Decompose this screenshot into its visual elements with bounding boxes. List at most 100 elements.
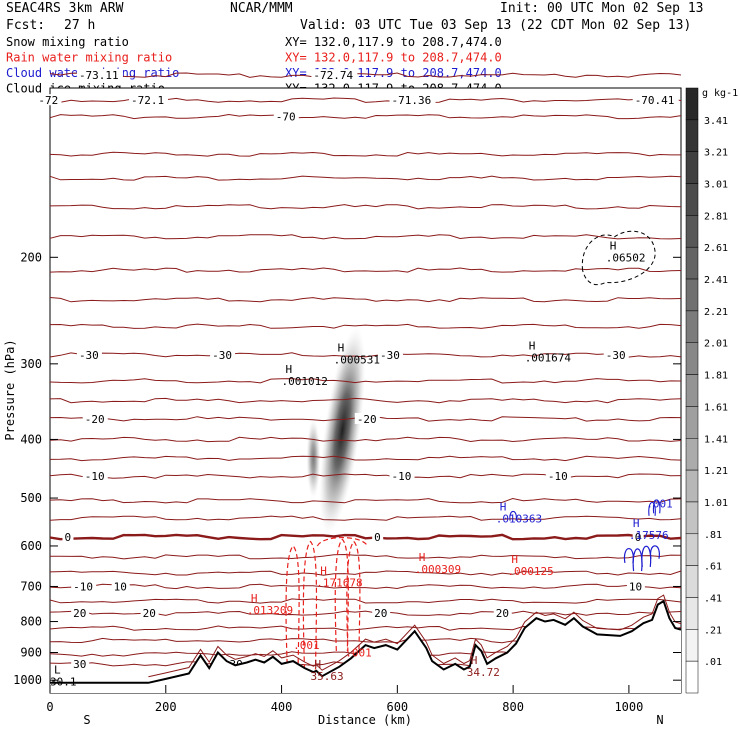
colorbar-label: .41	[704, 593, 722, 604]
isotherm-label: -20	[357, 413, 377, 426]
isotherm-label-bg	[389, 470, 415, 482]
extremum-marker: H	[338, 341, 345, 354]
colorbar: 3.41 3.21 3.01 2.81 2.61 2.41 2.21 2.01 1.81 1.61…	[685, 87, 728, 694]
colorbar-label: 1.21	[704, 466, 728, 477]
rain-contours	[285, 537, 368, 670]
field-name: Rain water mixing ratio	[6, 51, 172, 65]
isotherm-label: 20	[143, 607, 156, 620]
isotherm-label: 20	[73, 607, 86, 620]
isotherm-line	[49, 583, 682, 590]
extremum-value: 35.63	[311, 670, 344, 683]
isotherm-line	[49, 151, 681, 157]
extremum-marker: L	[54, 663, 61, 676]
isotherm-line	[49, 533, 682, 541]
colorbar-cell	[685, 151, 699, 184]
isotherm-label-bg	[76, 69, 123, 81]
rain-contour	[285, 545, 300, 664]
isotherm-label-bg	[227, 657, 246, 669]
isotherm-label-bg	[140, 607, 159, 619]
isotherm-line	[50, 553, 682, 560]
extremum-marker: H	[286, 363, 293, 376]
extremum-value: .001	[293, 639, 320, 652]
colorbar-cell	[685, 406, 699, 439]
extremum-value: 30.1	[50, 675, 77, 688]
x-end-label-north: N	[656, 713, 663, 727]
isotherm-label-bg	[71, 607, 90, 619]
x-tick-label: 400	[271, 700, 293, 714]
valid-time: Valid: 03 UTC Tue 03 Sep 13 (22 CDT Mon …	[300, 18, 691, 33]
extremum-marker: H	[315, 658, 322, 671]
extremum-marker: H	[471, 654, 478, 667]
colorbar-label: 2.61	[704, 243, 728, 254]
isotherm-line	[49, 497, 682, 504]
isotherm-line	[49, 234, 682, 240]
isotherm-label-bg	[210, 348, 236, 360]
y-tick-label: 400	[20, 432, 42, 446]
colorbar-label: 3.01	[704, 180, 728, 191]
extremum-value: .001674	[525, 352, 572, 365]
isotherm-line	[49, 204, 682, 210]
extremum-value: .06502	[606, 251, 646, 264]
colorbar-cell	[685, 342, 699, 375]
y-tick-label: 600	[20, 539, 42, 553]
colorbar-cell	[685, 629, 699, 662]
isotherm-line	[49, 113, 682, 120]
colorbar-label: 2.41	[704, 275, 728, 286]
extremum-marker: H	[320, 565, 327, 578]
isotherm-label: 30	[73, 658, 86, 671]
isotherm-label: -30	[79, 349, 99, 362]
isotherm-line	[49, 378, 682, 384]
terrain-line	[50, 599, 682, 684]
extremum-value: 34.72	[467, 666, 500, 679]
extremum-marker: H	[511, 553, 518, 566]
isotherm-label-bg	[36, 94, 62, 106]
colorbar-unit: g kg-1	[702, 88, 738, 99]
y-tick-label: 800	[20, 615, 42, 629]
isotherm-label: 0	[374, 531, 381, 544]
snow-core-shade	[319, 327, 366, 534]
y-tick-label: 900	[20, 645, 42, 659]
colorbar-cell	[685, 278, 699, 312]
org-label: NCAR/MMM	[230, 1, 293, 16]
colorbar-cell	[685, 533, 699, 566]
terrain-fill	[50, 601, 681, 693]
isotherm-label: -30	[606, 349, 626, 362]
field-xy: XY= 132.0,117.9 to 208.7,474.0	[285, 51, 502, 65]
y-tick-label: 300	[20, 357, 42, 371]
colorbar-cell	[685, 183, 699, 216]
isotherm-label: -10	[392, 470, 412, 483]
isotherm-contours: -72 -72.1 -71.36 -70.41 -73.11 -72.74 -70 -30 -3…	[36, 69, 682, 671]
isotherm-label-bg	[111, 580, 130, 592]
isotherm-label: 20	[496, 607, 509, 620]
colorbar-label: 3.21	[704, 148, 728, 159]
extremum-value: .001012	[282, 375, 328, 388]
isotherm-label-bg	[354, 412, 380, 424]
isotherm-line	[49, 72, 682, 78]
isotherm-label: -30	[380, 349, 400, 362]
colorbar-label: .61	[704, 562, 722, 573]
model-title: SEAC4RS 3km ARW	[6, 1, 124, 16]
isotherm-label: -30	[212, 349, 232, 362]
colorbar-label: 1.01	[704, 498, 728, 509]
colorbar-label: 1.41	[704, 434, 728, 445]
isotherm-line	[49, 473, 682, 479]
cloud-water-contour	[641, 545, 652, 568]
colorbar-cell	[685, 597, 699, 630]
colorbar-label: 2.81	[704, 211, 728, 222]
isotherm-label: 10	[114, 580, 127, 593]
colorbar-label: 1.81	[704, 371, 728, 382]
isotherm-label: -71.36	[392, 94, 432, 107]
isotherm-line	[49, 267, 682, 273]
colorbar-label: 1.61	[704, 402, 728, 413]
x-tick-label: 1000	[614, 700, 643, 714]
cloud-water-contour	[648, 501, 656, 516]
header: SEAC4RS 3km ARW NCAR/MMM Init: 00 UTC Mo…	[6, 1, 704, 33]
extremum-value: .000309	[415, 563, 461, 576]
extremum-value: .001	[646, 497, 673, 510]
field-name: Snow mixing ratio	[6, 35, 129, 49]
isotherm-label: 0	[64, 531, 71, 544]
extremum-value: .000125	[507, 565, 553, 578]
